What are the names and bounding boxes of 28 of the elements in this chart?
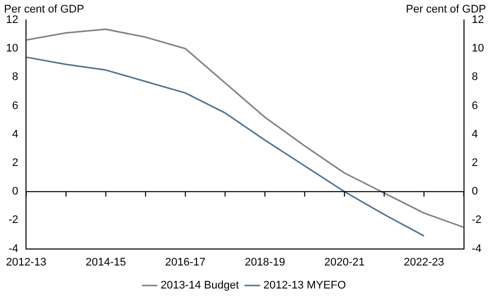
x-tick-label: 2018-19: [244, 256, 286, 268]
x-tick-label: 2012-13: [6, 256, 46, 268]
x-tick-label: 2022-23: [404, 256, 444, 268]
y-tick-label: 0: [12, 186, 18, 198]
x-tick-label: 2014-15: [86, 256, 126, 268]
y-tick-label: 12: [6, 14, 18, 26]
y-axis-title: Per cent of GDP: [4, 4, 84, 16]
y-tick-label: -2: [8, 214, 18, 226]
y-tick-label: 8: [12, 71, 18, 84]
y-tick-label: 6: [12, 100, 18, 112]
y2-tick-label: 8: [472, 71, 478, 84]
y2-tick-label: 12: [472, 14, 484, 26]
y2-axis-title: Per cent of GDP: [406, 4, 486, 16]
legend-label: 2013-14 Budget: [160, 280, 239, 292]
y-tick-label: 2: [12, 157, 18, 170]
y2-tick-label: 2: [472, 157, 478, 170]
y-tick-label: -4: [8, 242, 18, 255]
y2-tick-label: 0: [472, 186, 478, 198]
y2-tick-label: 6: [472, 100, 478, 112]
y-tick-label: 10: [6, 42, 18, 55]
y2-tick-label: 4: [472, 128, 478, 140]
x-tick-label: 2020-21: [324, 256, 365, 268]
y2-tick-label: 10: [472, 42, 484, 55]
legend-label: 2012-13 MYEFO: [263, 280, 346, 292]
y2-tick-label: -2: [472, 214, 482, 226]
x-tick-label: 2016-17: [165, 256, 206, 268]
y2-tick-label: -4: [472, 242, 482, 255]
y-tick-label: 4: [12, 128, 18, 140]
